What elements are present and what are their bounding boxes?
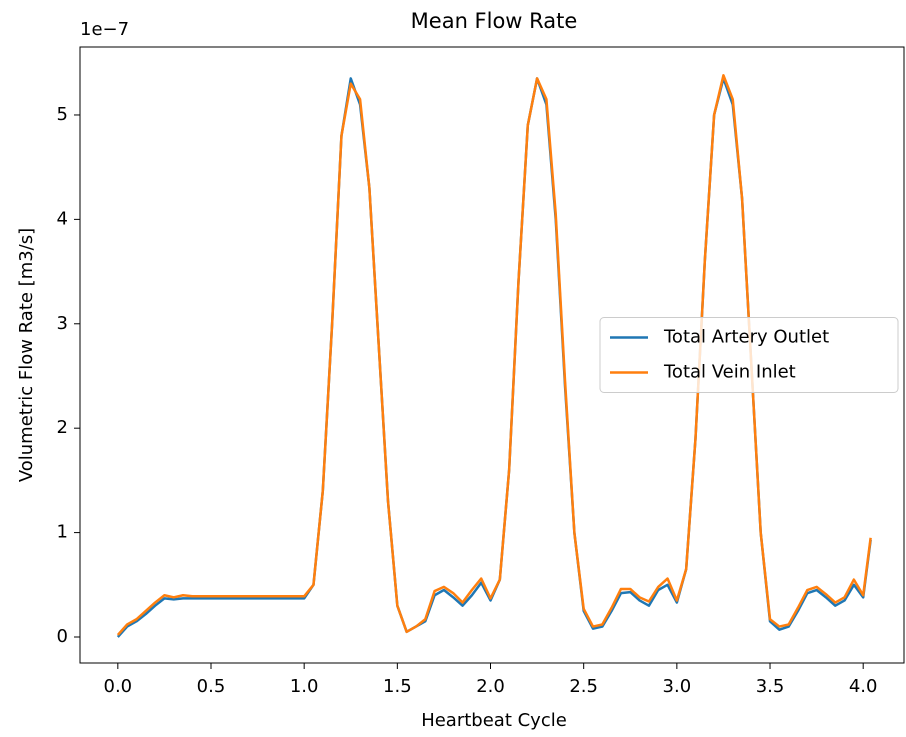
legend: Total Artery Outlet Total Vein Inlet bbox=[599, 317, 899, 393]
y-offset-label: 1e−7 bbox=[80, 19, 129, 40]
x-tick-label: 4.0 bbox=[849, 676, 878, 697]
y-tick-label: 0 bbox=[57, 626, 68, 647]
y-tick-label: 2 bbox=[57, 417, 68, 438]
x-tick-label: 3.5 bbox=[756, 676, 785, 697]
legend-label: Total Artery Outlet bbox=[663, 327, 829, 348]
plot-frame bbox=[79, 46, 905, 664]
y-tick-label: 1 bbox=[57, 522, 68, 543]
y-tick-label: 4 bbox=[57, 208, 68, 229]
line-series bbox=[116, 74, 872, 636]
y-tick-label: 3 bbox=[57, 313, 68, 334]
x-tick-label: 1.0 bbox=[290, 676, 319, 697]
legend-label: Total Vein Inlet bbox=[663, 362, 796, 383]
x-tick-label: 2.5 bbox=[569, 676, 598, 697]
x-axis-label: Heartbeat Cycle bbox=[421, 710, 567, 731]
chart-title: Mean Flow Rate bbox=[411, 9, 578, 33]
x-tick-label: 3.0 bbox=[663, 676, 692, 697]
x-tick-label: 1.5 bbox=[383, 676, 412, 697]
x-tick-label: 0.5 bbox=[197, 676, 226, 697]
legend-box bbox=[599, 317, 899, 393]
x-tick-label: 0.0 bbox=[104, 676, 133, 697]
y-tick-label: 5 bbox=[57, 104, 68, 125]
y-axis-label: Volumetric Flow Rate [m3/s] bbox=[16, 228, 37, 482]
x-tick-label: 2.0 bbox=[476, 676, 505, 697]
